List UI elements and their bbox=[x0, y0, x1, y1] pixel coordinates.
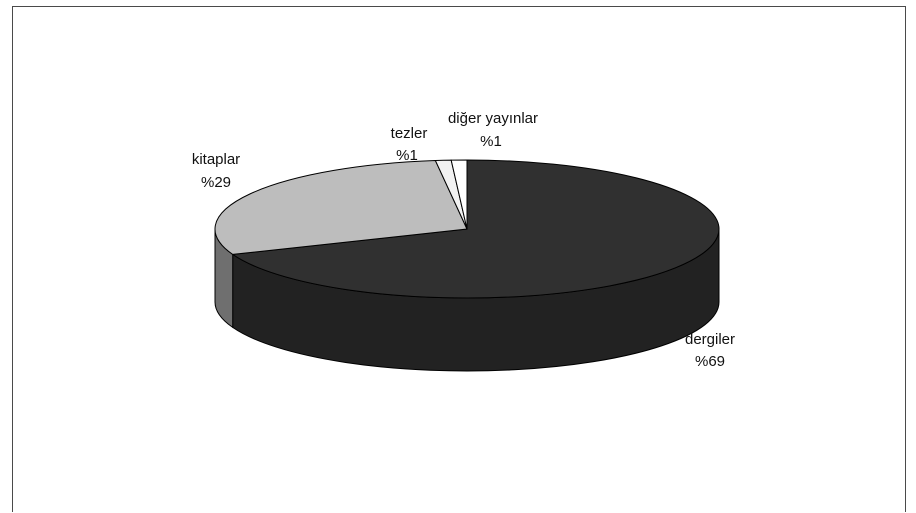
pie-labels: dergiler %69 kitaplar %29 tezler %1 diğe… bbox=[192, 110, 735, 370]
pie-chart: dergiler %69 kitaplar %29 tezler %1 diğe… bbox=[192, 110, 735, 372]
pie-slice-kitaplar bbox=[214, 160, 468, 255]
pie-slice-diger-yayinlar bbox=[450, 159, 468, 230]
label-tezler: tezler bbox=[391, 125, 428, 142]
label-diger-yayinlar: diğer yayınlar bbox=[448, 110, 538, 127]
label-dergiler: dergiler bbox=[685, 331, 735, 348]
value-kitaplar: %29 bbox=[201, 174, 231, 191]
value-tezler: %1 bbox=[396, 147, 418, 164]
chart-frame: dergiler %69 kitaplar %29 tezler %1 diğe… bbox=[12, 6, 906, 512]
value-diger-yayinlar: %1 bbox=[480, 133, 502, 150]
pie-slice-dergiler bbox=[231, 159, 720, 299]
value-dergiler: %69 bbox=[695, 353, 725, 370]
label-kitaplar: kitaplar bbox=[192, 151, 240, 168]
pie-tops bbox=[214, 159, 720, 299]
